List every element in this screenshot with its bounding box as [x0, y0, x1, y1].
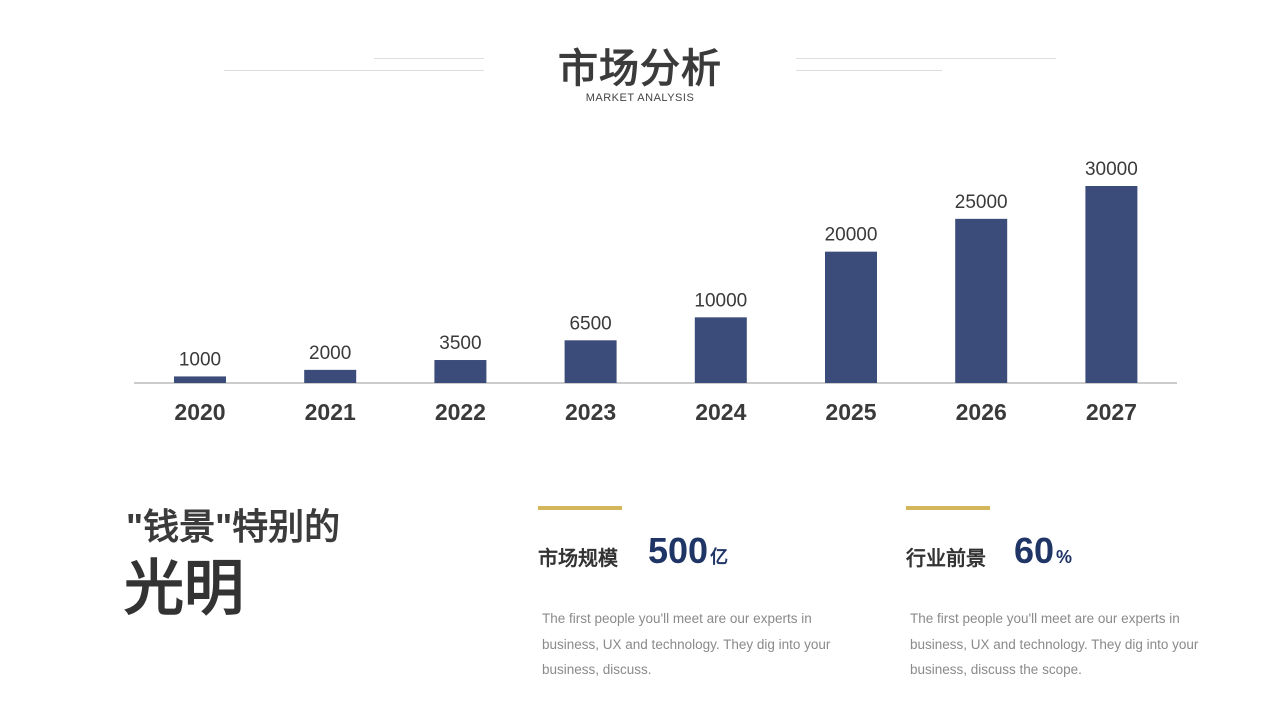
- data-label-2021: 2000: [309, 343, 351, 364]
- data-label-2027: 30000: [1085, 159, 1138, 180]
- summary-headline: 光明: [124, 555, 244, 622]
- x-tick-label-2020: 2020: [174, 399, 225, 425]
- bar-chart: 1000 2020 2000 2021 3500 2022 6500 2023 10000 202…: [134, 159, 1177, 425]
- x-tick-label-2022: 2022: [435, 399, 486, 425]
- bar-2025: [825, 251, 877, 383]
- bar-2023: [564, 340, 617, 383]
- metric-description: The first people you'll meet are our exp…: [542, 611, 831, 677]
- metric-unit: 亿: [710, 547, 729, 567]
- metric-industry-outlook: 行业前景 60% The first people you'll meet ar…: [906, 506, 1206, 683]
- x-tick-label-2024: 2024: [695, 399, 746, 425]
- header-divider-right-top: [796, 58, 1056, 59]
- metric-number: 60: [1014, 530, 1055, 571]
- bar-2021: [304, 369, 357, 383]
- data-label-2025: 20000: [825, 225, 878, 246]
- page-subtitle: MARKET ANALYSIS: [585, 92, 695, 104]
- data-label-2026: 25000: [955, 192, 1008, 213]
- data-label-2024: 10000: [694, 290, 747, 311]
- x-tick-label-2023: 2023: [565, 399, 616, 425]
- x-tick-label-2025: 2025: [825, 399, 876, 425]
- data-label-2022: 3500: [439, 333, 481, 354]
- data-label-2023: 6500: [569, 313, 611, 334]
- bar-2020: [174, 376, 226, 383]
- bar-2026: [955, 218, 1008, 383]
- metric-accent-bar: [906, 506, 990, 510]
- header-divider-left-bottom: [224, 70, 484, 71]
- x-tick-label-2026: 2026: [956, 399, 1007, 425]
- metric-label: 行业前景: [906, 548, 986, 570]
- header-divider-right-bottom: [796, 70, 942, 71]
- x-tick-label-2027: 2027: [1086, 399, 1137, 425]
- metric-market-size: 市场规模 500 亿 The first people you'll meet a…: [538, 506, 838, 683]
- x-tick-label-2021: 2021: [305, 399, 356, 425]
- metric-unit: %: [1056, 547, 1073, 567]
- summary-tagline: "钱景"特别的: [126, 506, 341, 547]
- metric-value: 60%: [1014, 530, 1072, 572]
- metric-accent-bar: [538, 506, 622, 510]
- bar-2027: [1085, 186, 1138, 383]
- metric-number: 500: [648, 530, 709, 571]
- page-title: 市场分析: [558, 47, 722, 91]
- metric-value: 500 亿: [648, 530, 728, 572]
- data-label-2020: 1000: [179, 349, 221, 370]
- metric-row: 市场规模 500 亿: [538, 528, 838, 574]
- bar-2022: [434, 360, 487, 383]
- header-divider-left-top: [374, 58, 484, 59]
- metric-label: 市场规模: [538, 548, 618, 570]
- bar-2024: [694, 317, 747, 383]
- metric-description: The first people you'll meet are our exp…: [910, 611, 1199, 677]
- metric-row: 行业前景 60%: [906, 528, 1206, 574]
